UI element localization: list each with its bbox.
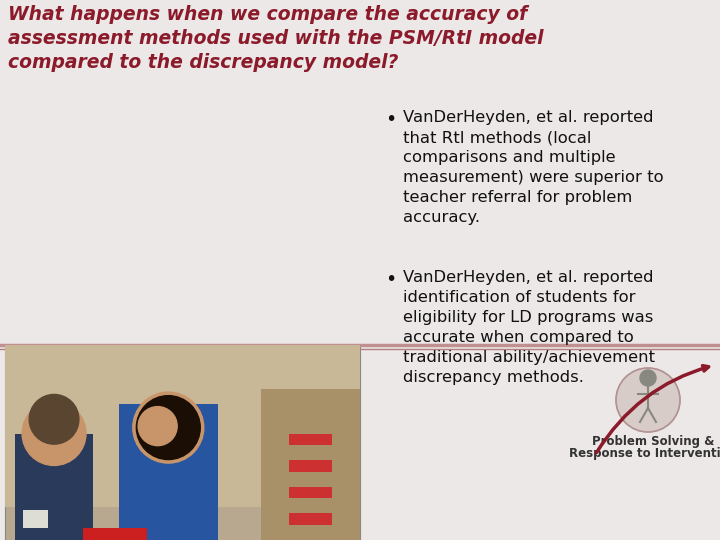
Circle shape	[132, 392, 204, 463]
Circle shape	[30, 394, 79, 444]
FancyBboxPatch shape	[119, 404, 218, 540]
Text: Response to Intervention: Response to Intervention	[569, 447, 720, 460]
Circle shape	[22, 402, 86, 465]
Text: What happens when we compare the accuracy of
assessment methods used with the PS: What happens when we compare the accurac…	[8, 5, 544, 72]
FancyBboxPatch shape	[289, 487, 332, 498]
FancyBboxPatch shape	[261, 389, 360, 540]
FancyBboxPatch shape	[289, 460, 332, 472]
Circle shape	[136, 396, 200, 460]
FancyBboxPatch shape	[5, 345, 360, 507]
FancyBboxPatch shape	[580, 350, 715, 490]
FancyBboxPatch shape	[289, 513, 332, 525]
Text: •: •	[385, 110, 396, 129]
Circle shape	[616, 368, 680, 432]
FancyBboxPatch shape	[289, 434, 332, 445]
Circle shape	[138, 407, 177, 446]
Text: VanDerHeyden, et al. reported
identification of students for
eligibility for LD : VanDerHeyden, et al. reported identifica…	[403, 270, 655, 385]
Text: Problem Solving &: Problem Solving &	[592, 435, 714, 448]
Circle shape	[640, 370, 656, 386]
FancyBboxPatch shape	[23, 510, 48, 528]
FancyBboxPatch shape	[20, 442, 84, 540]
FancyBboxPatch shape	[83, 528, 147, 540]
FancyBboxPatch shape	[5, 345, 360, 540]
Text: •: •	[385, 270, 396, 289]
FancyBboxPatch shape	[15, 434, 93, 540]
Text: VanDerHeyden, et al. reported
that RtI methods (local
comparisons and multiple
m: VanDerHeyden, et al. reported that RtI m…	[403, 110, 664, 225]
